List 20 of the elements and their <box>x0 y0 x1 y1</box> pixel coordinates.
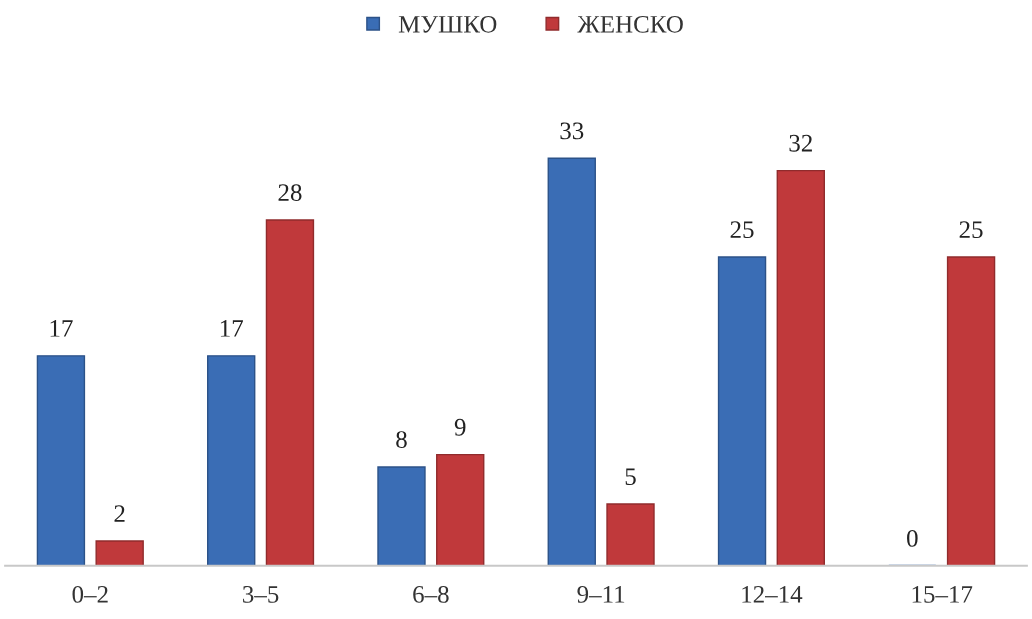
legend-label: МУШКО <box>398 15 497 33</box>
data-label: 9 <box>454 418 466 436</box>
legend-label: ЖЕНСКО <box>577 15 683 33</box>
x-tick-label: 0–2 <box>72 585 108 603</box>
data-label: 25 <box>959 221 983 239</box>
data-label: 17 <box>50 320 73 337</box>
x-tick-label: 9–11 <box>577 586 625 603</box>
data-label: 17 <box>220 320 243 337</box>
data-label: 28 <box>278 184 302 202</box>
data-label: 33 <box>560 122 584 140</box>
data-label: 5 <box>625 468 636 486</box>
x-tick-label: 15–17 <box>912 586 973 603</box>
data-label: 0 <box>907 529 918 547</box>
x-tick-label: 12–14 <box>742 586 803 603</box>
data-label: 8 <box>396 431 407 449</box>
x-tick-label: 6–8 <box>413 585 449 603</box>
data-label: 2 <box>114 505 125 522</box>
data-label: 32 <box>789 134 812 152</box>
data-label: 25 <box>730 221 754 239</box>
x-tick-label: 3–5 <box>243 586 279 603</box>
